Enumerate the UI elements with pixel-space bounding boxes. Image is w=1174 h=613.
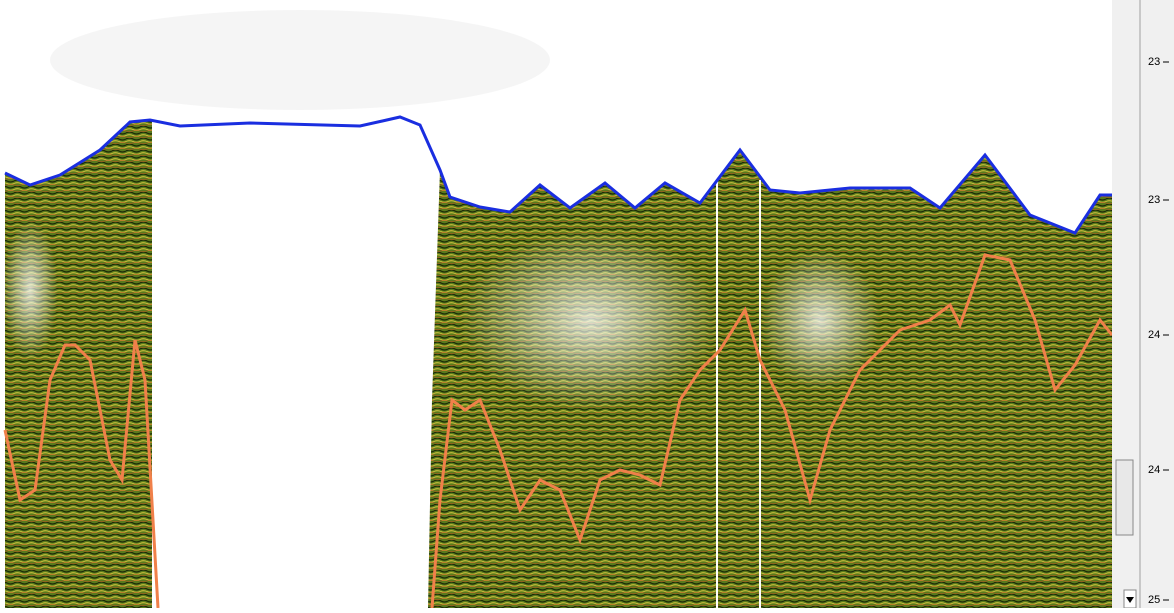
depth-tick-label: 24 <box>1148 464 1160 476</box>
subbottom-horizon <box>3 339 160 609</box>
depth-tick-label: 23 <box>1148 194 1160 206</box>
subbottom-horizon <box>430 253 1114 609</box>
faint-zone <box>760 250 880 390</box>
seismic-section <box>2 10 1114 609</box>
depth-tick-label: 25 <box>1148 594 1160 606</box>
scroll-arrow <box>1126 597 1134 603</box>
scrollbar-thumb[interactable] <box>1115 459 1134 536</box>
faint-zone <box>460 230 720 410</box>
seabed-horizon <box>4 115 1112 235</box>
faint-zone <box>2 220 58 360</box>
trace-area <box>5 120 152 608</box>
depth-panel <box>1112 0 1174 609</box>
depth-tick-label: 23 <box>1148 56 1160 68</box>
depth-axis: 23 23 24 24 25 <box>1148 56 1169 606</box>
depth-tick-label: 24 <box>1148 329 1160 341</box>
faint-zone <box>50 10 550 110</box>
